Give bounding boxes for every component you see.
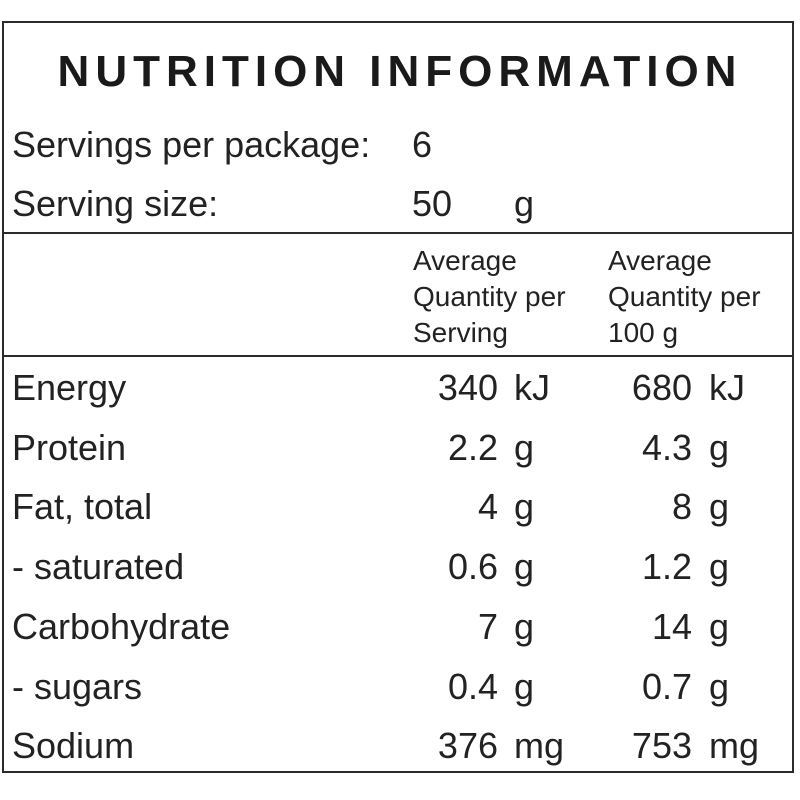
per-serving-value: 0.4 xyxy=(447,666,498,707)
serving-size-value: 50 xyxy=(412,183,453,224)
nutrient-name: Carbohydrate xyxy=(12,606,231,647)
per-serving-unit: kJ xyxy=(514,367,550,408)
serving-size-label: Serving size: xyxy=(12,183,219,224)
panel-title: NUTRITION INFORMATION xyxy=(57,47,743,96)
per-serving-value: 4 xyxy=(477,486,498,527)
serving-size-unit: g xyxy=(514,183,535,224)
nutrient-name: - saturated xyxy=(12,546,185,587)
per-100g-unit: g xyxy=(709,486,730,527)
column-header-per-100g-line: Average xyxy=(608,245,712,276)
per-100g-unit: g xyxy=(709,666,730,707)
per-serving-unit: mg xyxy=(514,725,565,766)
nutrition-panel xyxy=(2,21,794,773)
per-100g-value: 753 xyxy=(631,725,692,766)
per-serving-value: 0.6 xyxy=(447,546,498,587)
nutrient-name: Fat, total xyxy=(12,486,153,527)
per-100g-value: 1.2 xyxy=(641,546,692,587)
per-serving-value: 376 xyxy=(437,725,498,766)
column-header-per-serving-line: Serving xyxy=(413,317,508,348)
per-100g-value: 14 xyxy=(651,606,692,647)
servings-per-package-value: 6 xyxy=(412,124,433,165)
nutrient-name: Energy xyxy=(12,367,127,408)
per-serving-unit: g xyxy=(514,666,535,707)
per-serving-value: 2.2 xyxy=(447,427,498,468)
per-serving-value: 340 xyxy=(437,367,498,408)
nutrient-name: Sodium xyxy=(12,725,135,766)
per-100g-unit: g xyxy=(709,427,730,468)
divider-top xyxy=(2,232,794,234)
per-serving-value: 7 xyxy=(477,606,498,647)
per-100g-value: 8 xyxy=(671,486,692,527)
column-header-per-serving-line: Quantity per xyxy=(413,281,566,312)
per-serving-unit: g xyxy=(514,546,535,587)
column-header-per-serving: Average Quantity per Serving xyxy=(413,243,566,351)
per-100g-unit: mg xyxy=(709,725,760,766)
per-100g-value: 0.7 xyxy=(641,666,692,707)
column-header-per-serving-line: Average xyxy=(413,245,517,276)
column-header-per-100g: Average Quantity per 100 g xyxy=(608,243,761,351)
nutrient-name: - sugars xyxy=(12,666,143,707)
column-header-per-100g-line: 100 g xyxy=(608,317,679,348)
column-header-per-100g-line: Quantity per xyxy=(608,281,761,312)
servings-per-package-label: Servings per package: xyxy=(12,124,371,165)
per-100g-unit: g xyxy=(709,546,730,587)
divider-header xyxy=(2,355,794,357)
per-serving-unit: g xyxy=(514,486,535,527)
per-serving-unit: g xyxy=(514,606,535,647)
per-100g-value: 680 xyxy=(631,367,692,408)
per-100g-unit: g xyxy=(709,606,730,647)
per-100g-value: 4.3 xyxy=(641,427,692,468)
per-serving-unit: g xyxy=(514,427,535,468)
per-100g-unit: kJ xyxy=(709,367,745,408)
nutrient-name: Protein xyxy=(12,427,127,468)
